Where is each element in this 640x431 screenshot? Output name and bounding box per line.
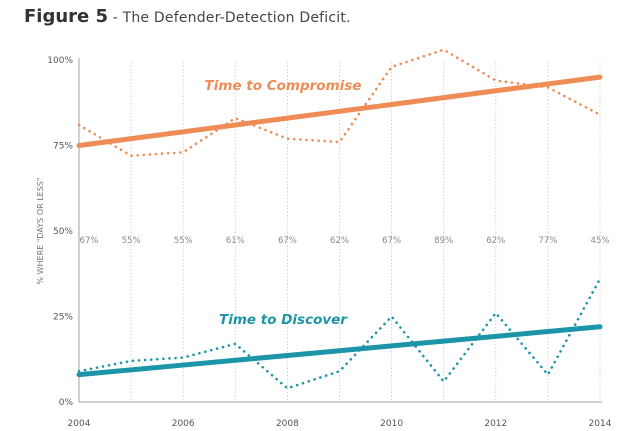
x-tick-label: 2010 <box>380 419 403 429</box>
deficit-annotations: 67% 55% 55% 61% 67% 62% 67% 89% 62% 77% 45% <box>80 236 610 246</box>
deficit-percent-label: 62% <box>486 236 505 246</box>
figure-subtitle: The Defender-Detection Deficit. <box>122 10 351 26</box>
figure-title: Figure 5 - The Defender-Detection Defici… <box>24 6 351 27</box>
deficit-percent-label: 61% <box>226 236 245 246</box>
discover-series-label: Time to Discover <box>219 312 348 328</box>
axes: 100% 75% 50% 25% 0% 2004 2006 2008 2010 2012 2014%… <box>36 56 612 429</box>
figure-number: Figure 5 <box>24 6 109 27</box>
series-lines <box>76 48 603 390</box>
deficit-percent-label: 62% <box>330 236 349 246</box>
gridlines <box>130 62 601 402</box>
x-tick-label: 2008 <box>276 419 299 429</box>
series-labels: Time to Compromise Time to Discover <box>205 78 362 328</box>
y-tick-label: 75% <box>53 142 73 152</box>
deficit-percent-label: 45% <box>591 236 610 246</box>
x-tick-label: 2006 <box>172 419 195 429</box>
y-tick-label: 50% <box>53 227 73 237</box>
trend-line-3 <box>76 324 603 378</box>
figure-separator: - <box>108 10 123 26</box>
trend-line-1 <box>76 74 603 148</box>
deficit-percent-label: 55% <box>174 236 193 246</box>
y-axis-label: % WHERE "DAYS OR LESS" <box>36 177 45 284</box>
deficit-percent-label: 77% <box>538 236 557 246</box>
compromise-series-label: Time to Compromise <box>205 78 362 94</box>
deficit-percent-label: 67% <box>278 236 297 246</box>
deficit-percent-label: 67% <box>382 236 401 246</box>
deficit-percent-label: 89% <box>434 236 453 246</box>
y-tick-label: 0% <box>59 398 74 408</box>
dotted-series-line-0 <box>77 48 602 158</box>
deficit-percent-label: 67% <box>80 236 99 246</box>
y-tick-label: 100% <box>47 56 73 66</box>
y-tick-label: 25% <box>53 313 73 323</box>
x-tick-label: 2014 <box>589 419 612 429</box>
x-tick-label: 2012 <box>484 419 507 429</box>
x-tick-label: 2004 <box>68 419 91 429</box>
deficit-percent-label: 55% <box>122 236 141 246</box>
